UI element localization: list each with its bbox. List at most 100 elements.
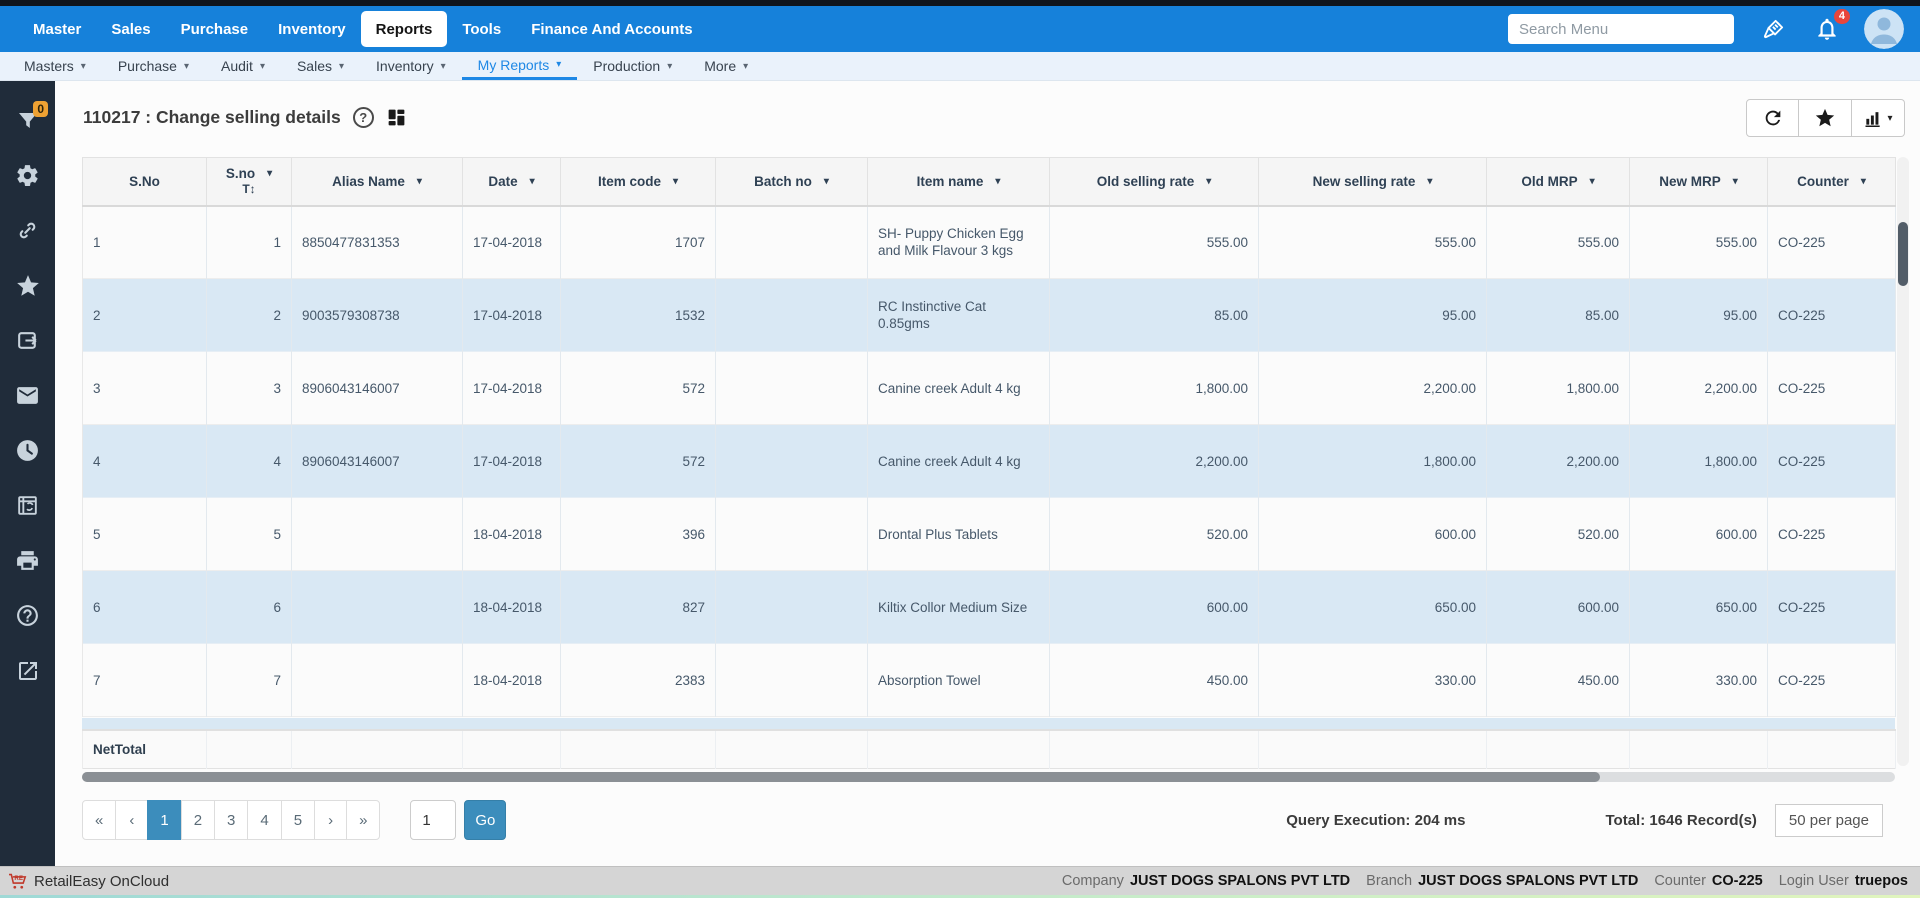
cell-item-name: Absorption Towel [868, 644, 1050, 717]
page-first-button[interactable]: « [82, 800, 116, 840]
vertical-scrollbar[interactable] [1897, 157, 1909, 766]
page-3-button[interactable]: 3 [214, 800, 248, 840]
cell-date: 17-04-2018 [463, 206, 561, 279]
brush-icon[interactable] [1761, 16, 1787, 42]
topnav-item-sales[interactable]: Sales [96, 11, 165, 47]
subnav-item-audit[interactable]: Audit▾ [205, 52, 281, 80]
filter-caret-icon[interactable]: ▾ [673, 176, 678, 187]
column-header-s-no[interactable]: S.No [83, 158, 207, 206]
topnav-item-inventory[interactable]: Inventory [263, 11, 361, 47]
column-header-new-selling-rate[interactable]: New selling rate ▾ [1259, 158, 1487, 206]
subnav-item-my-reports[interactable]: My Reports▾ [462, 52, 578, 80]
filter-caret-icon[interactable]: ▾ [1861, 176, 1866, 187]
subnav-item-inventory[interactable]: Inventory▾ [360, 52, 462, 80]
cell-s-no: 4 [207, 425, 292, 498]
report-dashboard-icon[interactable] [386, 107, 407, 128]
filter-caret-icon[interactable]: ▾ [1733, 176, 1738, 187]
link-icon[interactable] [0, 203, 55, 258]
table-row[interactable]: 6618-04-2018827Kiltix Collor Medium Size… [83, 571, 1896, 644]
table-row[interactable]: 11885047783135317-04-20181707SH- Puppy C… [83, 206, 1896, 279]
filter-caret-icon[interactable]: ▾ [417, 176, 422, 187]
column-header-new-mrp[interactable]: New MRP▾ [1630, 158, 1768, 206]
filter-caret-icon[interactable]: ▾ [1206, 176, 1211, 187]
column-header-inner: Item name▾ [874, 174, 1043, 189]
refresh-button[interactable] [1746, 99, 1799, 137]
subnav-item-sales[interactable]: Sales▾ [281, 52, 360, 80]
gear-icon[interactable] [0, 148, 55, 203]
cell-old-selling-rate: 450.00 [1050, 644, 1259, 717]
cell-s-no: 5 [83, 498, 207, 571]
favorite-star-button[interactable] [1799, 99, 1852, 137]
filter-caret-icon[interactable]: ▾ [995, 176, 1000, 187]
print-icon[interactable] [0, 533, 55, 588]
table-row[interactable]: 22900357930873817-04-20181532RC Instinct… [83, 279, 1896, 352]
subnav-item-masters[interactable]: Masters▾ [8, 52, 102, 80]
table-header-row: S.NoS.no▾T↕Alias Name▾Date▾Item code▾Bat… [83, 158, 1896, 206]
column-header-counter[interactable]: Counter▾ [1768, 158, 1896, 206]
column-header-label: New selling rate [1313, 174, 1416, 189]
column-header-old-mrp[interactable]: Old MRP▾ [1487, 158, 1630, 206]
page-5-button[interactable]: 5 [281, 800, 315, 840]
column-header-alias-name[interactable]: Alias Name▾ [292, 158, 463, 206]
page-4-button[interactable]: 4 [247, 800, 281, 840]
page-1-button[interactable]: 1 [147, 800, 181, 840]
net-total-label: NetTotal [83, 730, 207, 768]
per-page-select[interactable]: 50 per page [1775, 804, 1883, 837]
filter-caret-icon[interactable]: ▾ [267, 168, 272, 179]
table-row[interactable]: 44890604314600717-04-2018572Canine creek… [83, 425, 1896, 498]
bell-icon[interactable]: 4 [1814, 16, 1840, 42]
column-header-item-code[interactable]: Item code▾ [561, 158, 716, 206]
cell-old-selling-rate: 1,800.00 [1050, 352, 1259, 425]
window-restore-icon[interactable] [0, 478, 55, 533]
table-row[interactable]: 7718-04-20182383Absorption Towel450.0033… [83, 644, 1896, 717]
column-header-date[interactable]: Date▾ [463, 158, 561, 206]
page-prev-button[interactable]: ‹ [115, 800, 148, 840]
clock-icon[interactable] [0, 423, 55, 478]
filter-icon[interactable]: 0 [0, 93, 55, 148]
table-row[interactable]: 33890604314600717-04-2018572Canine creek… [83, 352, 1896, 425]
cell-new-selling-rate: 2,200.00 [1259, 352, 1487, 425]
mail-icon[interactable] [0, 368, 55, 423]
external-link-icon[interactable] [0, 643, 55, 698]
sort-indicator[interactable]: T↕ [213, 182, 285, 196]
page-2-button[interactable]: 2 [181, 800, 215, 840]
filter-caret-icon[interactable]: ▾ [1590, 176, 1595, 187]
vertical-scrollbar-thumb[interactable] [1898, 222, 1908, 286]
column-header-s-no[interactable]: S.no▾T↕ [207, 158, 292, 206]
clipped-row [82, 718, 1895, 729]
page-last-button[interactable]: » [346, 800, 380, 840]
topnav-item-tools[interactable]: Tools [447, 11, 516, 47]
export-icon[interactable] [0, 313, 55, 368]
page-next-button[interactable]: › [314, 800, 347, 840]
column-header-inner: Old MRP▾ [1493, 174, 1623, 189]
go-button[interactable]: Go [464, 800, 506, 840]
column-header-batch-no[interactable]: Batch no▾ [716, 158, 868, 206]
topnav-item-finance-and-accounts[interactable]: Finance And Accounts [516, 11, 707, 47]
topnav-item-reports[interactable]: Reports [361, 11, 448, 47]
cell-item-code: 1707 [561, 206, 716, 279]
column-header-old-selling-rate[interactable]: Old selling rate▾ [1050, 158, 1259, 206]
table-row[interactable]: 5518-04-2018396Drontal Plus Tablets520.0… [83, 498, 1896, 571]
search-menu-input[interactable] [1508, 14, 1734, 44]
subnav-item-purchase[interactable]: Purchase▾ [102, 52, 205, 80]
avatar[interactable] [1864, 9, 1904, 49]
cell-date: 17-04-2018 [463, 279, 561, 352]
counter-label: Counter [1654, 873, 1706, 889]
report-help-icon[interactable]: ? [353, 107, 374, 128]
filter-caret-icon[interactable]: ▾ [530, 176, 535, 187]
subnav-item-production[interactable]: Production▾ [577, 52, 688, 80]
filter-caret-icon[interactable]: ▾ [824, 176, 829, 187]
star-icon[interactable] [0, 258, 55, 313]
cell-old-mrp: 1,800.00 [1487, 352, 1630, 425]
column-header-item-name[interactable]: Item name▾ [868, 158, 1050, 206]
horizontal-scrollbar-thumb[interactable] [82, 772, 1600, 782]
horizontal-scrollbar[interactable] [82, 772, 1895, 782]
filter-caret-icon[interactable]: ▾ [1427, 176, 1432, 187]
subnav-item-more[interactable]: More▾ [688, 52, 764, 80]
topnav-item-master[interactable]: Master [18, 11, 96, 47]
cell-item-name: SH- Puppy Chicken Egg and Milk Flavour 3… [868, 206, 1050, 279]
topnav-item-purchase[interactable]: Purchase [166, 11, 264, 47]
goto-page-input[interactable] [410, 800, 456, 840]
chart-view-button[interactable]: ▾ [1852, 99, 1905, 137]
help-icon[interactable] [0, 588, 55, 643]
